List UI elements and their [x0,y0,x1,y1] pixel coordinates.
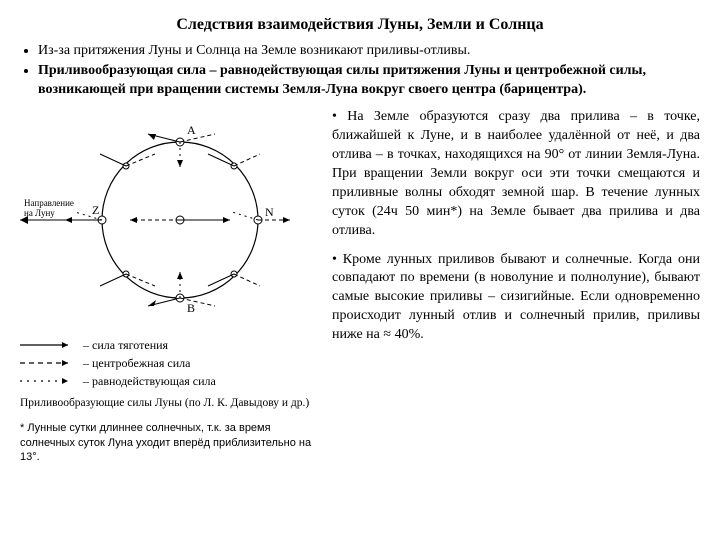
paragraph-2: Кроме лунных приливов бывают и солнечные… [332,251,700,345]
legend-label: сила тяготения [92,338,168,352]
legend-gravity: – сила тяготения [20,336,320,354]
svg-text:A: A [187,123,196,137]
svg-text:B: B [187,301,195,315]
bullet-2: Приливообразующая сила – равнодействующа… [38,62,700,100]
svg-text:N: N [265,205,274,219]
svg-text:Z: Z [92,203,99,217]
tidal-diagram: A B Z N Направление на Луну [20,112,310,332]
footnote: * Лунные сутки длиннее солнечных, т.к. з… [20,421,320,464]
diagram-legend: – сила тяготения – центробежная сила – р… [20,336,320,390]
bullet-1: Из-за притяжения Луны и Солнца на Земле … [38,42,700,61]
diagram-caption: Приливообразующие силы Луны (по Л. К. Да… [20,396,320,411]
right-column: На Земле образуются сразу два прилива – … [332,108,700,464]
legend-label: центробежная сила [92,356,190,370]
legend-centrifugal: – центробежная сила [20,354,320,372]
svg-text:на Луну: на Луну [24,208,55,218]
legend-label: равнодействующая сила [92,374,216,388]
paragraph-1: На Земле образуются сразу два прилива – … [332,108,700,240]
svg-text:Направление: Направление [24,198,74,208]
top-bullets: Из-за притяжения Луны и Солнца на Земле … [20,42,700,101]
page-title: Следствия взаимодействия Луны, Земли и С… [20,14,700,36]
legend-resultant: – равнодействующая сила [20,372,320,390]
left-column: A B Z N Направление на Луну [20,108,320,464]
